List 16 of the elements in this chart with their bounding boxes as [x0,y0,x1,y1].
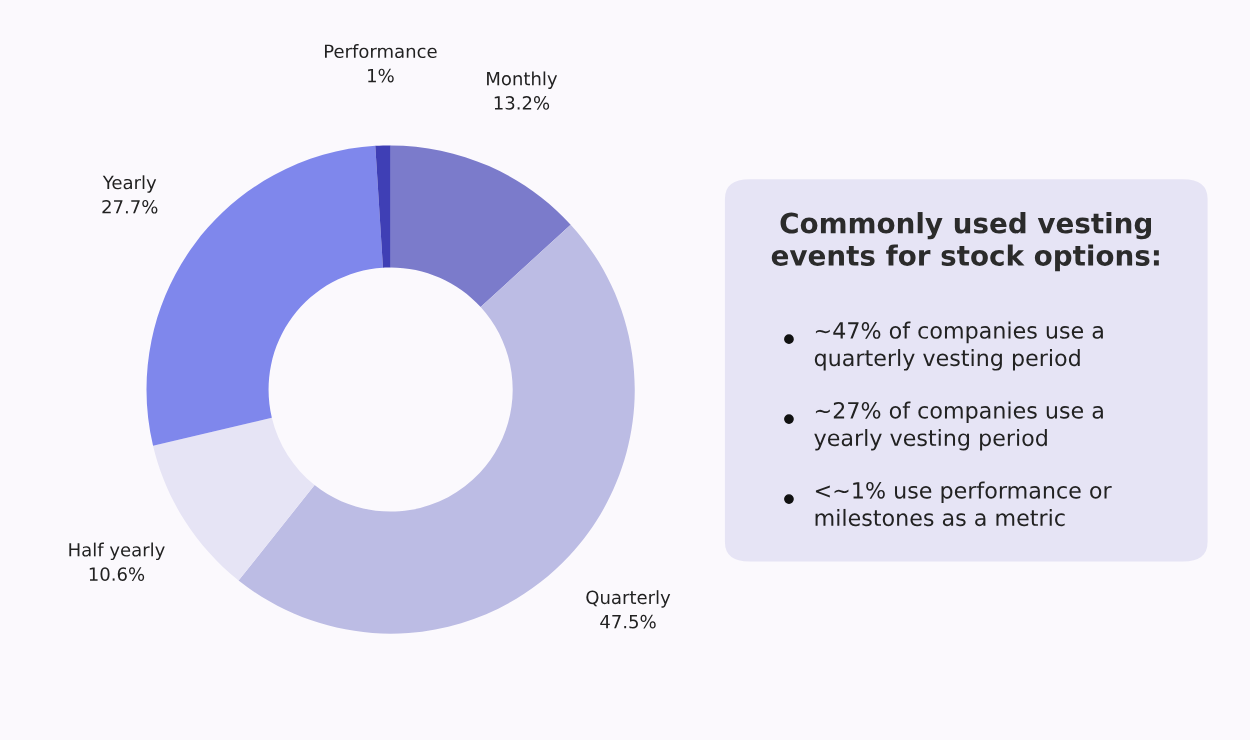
donut-slice [390,145,571,308]
slice-label: Quarterly [586,590,671,608]
slice-label: Performance [324,44,437,59]
text: Commonly used vesting events for stock options: [771,212,1159,272]
data-label: 1% [368,68,394,83]
data-label: 47.5% [600,614,656,629]
donut-slice [375,145,391,268]
data-label: 10.6% [89,567,145,581]
text: <~1% use performance or milestones as a metric [815,481,1112,527]
text: ~47% of companies use a quarterly vesting period [814,321,1103,371]
text: ~27% of companies use a yearly vesting period [814,401,1103,451]
slice-label: Half yearly [69,542,165,561]
data-label: 27.7% [102,199,158,214]
slice-label: Monthly [487,71,558,89]
data-label: 13.2% [494,96,550,110]
slice-label: Yearly [102,175,157,193]
